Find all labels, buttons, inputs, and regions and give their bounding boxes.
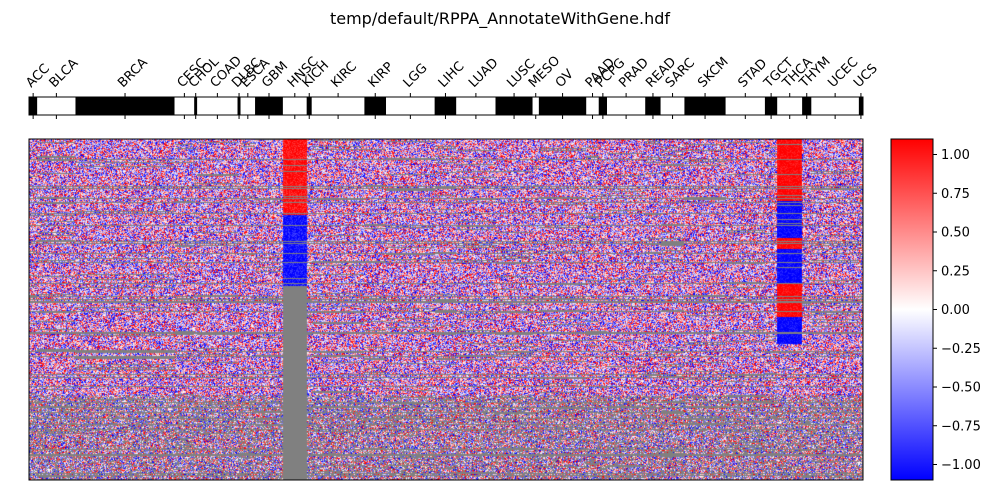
colorbar-tick-label: −0.50 xyxy=(941,381,981,396)
group-label-blca: BLCA xyxy=(47,56,82,91)
colorbar-ticks: 1.00 0.75 0.50 0.25 0.00 −0.25 −0.50 −0.75 −1.00 xyxy=(933,148,981,473)
colorbar: 1.00 0.75 0.50 0.25 0.00 −0.25 −0.50 −0.75 −1.00 xyxy=(890,138,981,481)
group-segment-brca xyxy=(75,97,175,115)
group-bar-frame xyxy=(28,96,864,116)
group-segment-blca xyxy=(37,97,76,115)
group-segment-skcm xyxy=(684,97,726,115)
group-segment-paad xyxy=(586,97,599,115)
group-segment-luad xyxy=(456,97,496,115)
colorbar-tick-label: 0.75 xyxy=(941,187,970,202)
group-segment-thca xyxy=(777,97,803,115)
group-label-brca: BRCA xyxy=(115,55,151,91)
colorbar-tick-label: −1.00 xyxy=(941,458,981,473)
group-segment-dlbc xyxy=(237,97,241,115)
group-segment-lgg xyxy=(386,97,435,115)
group-segment-kirc xyxy=(311,97,365,115)
group-label-acc: ACC xyxy=(23,61,53,91)
group-segment-meso xyxy=(532,97,539,115)
heatmap-cells xyxy=(29,139,863,480)
group-label-lihc: LIHC xyxy=(436,59,468,91)
group-label-stad: STAD xyxy=(736,56,771,91)
colorbar-tick-label: 0.50 xyxy=(941,226,970,241)
group-segment-cesc xyxy=(174,97,195,115)
colorbar-tick-label: 0.25 xyxy=(941,264,970,279)
heatmap-frame xyxy=(28,138,864,481)
colorbar-tick-label: 1.00 xyxy=(941,148,970,163)
group-segment-thym xyxy=(802,97,812,115)
group-label-kirc: KIRC xyxy=(328,59,360,91)
group-segment-acc xyxy=(29,97,38,115)
group-label-kirp: KIRP xyxy=(365,59,396,90)
group-segment-esca xyxy=(240,97,256,115)
group-segment-read xyxy=(645,97,661,115)
group-segment-kich xyxy=(306,97,312,115)
group-segment-kirp xyxy=(364,97,387,115)
group-segment-pcpg xyxy=(598,97,607,115)
group-segment-sarc xyxy=(660,97,685,115)
group-segment-lihc xyxy=(434,97,457,115)
group-segment-ucec xyxy=(811,97,859,115)
group-label-skcm: SKCM xyxy=(695,55,731,91)
colorbar-tick-label: 0.00 xyxy=(941,303,970,318)
group-segment-gbm xyxy=(255,97,283,115)
chart-title: temp/default/RPPA_AnnotateWithGene.hdf xyxy=(330,9,670,29)
colorbar-tick-label: −0.25 xyxy=(941,342,981,357)
group-segment-prad xyxy=(607,97,646,115)
group-segment-hnsc xyxy=(282,97,307,115)
group-label-luad: LUAD xyxy=(466,55,501,90)
group-segment-coad xyxy=(197,97,238,115)
group-segment-ucs xyxy=(858,97,863,115)
group-annotation-bar xyxy=(28,96,864,116)
heatmap-panel xyxy=(28,138,864,481)
group-segment-ov xyxy=(538,97,587,115)
group-segment-stad xyxy=(725,97,765,115)
colorbar-gradient xyxy=(890,138,934,481)
group-label-lgg: LGG xyxy=(401,61,431,91)
group-segment-chol xyxy=(194,97,198,115)
group-segment-tgct xyxy=(764,97,778,115)
group-segment-lusc xyxy=(495,97,533,115)
colorbar-tick-label: −0.75 xyxy=(941,419,981,434)
